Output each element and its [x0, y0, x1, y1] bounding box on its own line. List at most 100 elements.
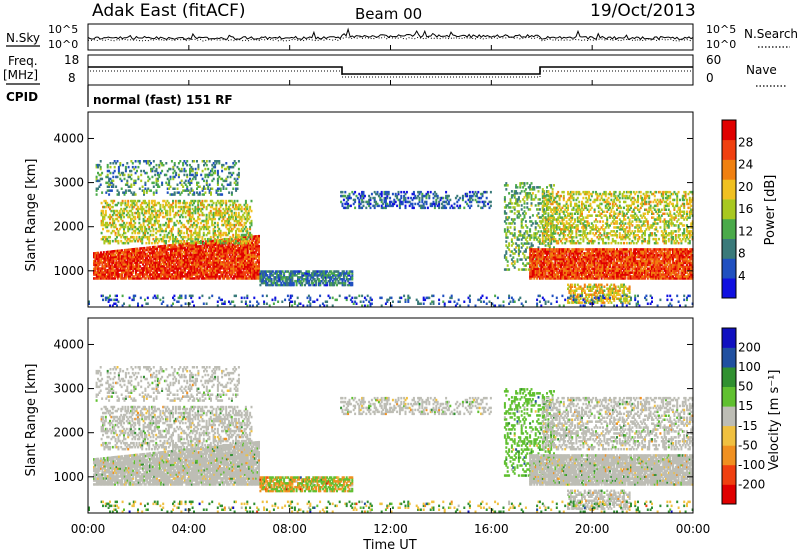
- power-cell: [127, 165, 130, 169]
- power-cell: [209, 275, 212, 278]
- power-cell: [526, 202, 529, 205]
- power-cell: [428, 194, 431, 198]
- power-cell: [153, 265, 156, 268]
- power-cell: [137, 267, 140, 270]
- power-cell: [214, 257, 217, 260]
- power-cell: [111, 261, 114, 265]
- power-cell: [161, 169, 164, 173]
- power-cell: [125, 265, 128, 268]
- power-cell: [139, 277, 142, 280]
- power-cell: [154, 257, 157, 260]
- power-cell: [128, 248, 130, 251]
- power-cell: [202, 256, 205, 260]
- power-cell: [186, 250, 189, 253]
- power-cell: [181, 257, 184, 260]
- power-cell: [186, 257, 189, 261]
- power-cell: [214, 237, 216, 241]
- power-cell: [213, 261, 216, 264]
- power-cell: [225, 199, 228, 203]
- power-cell: [106, 163, 109, 167]
- power-cell: [133, 249, 136, 253]
- power-cell: [121, 251, 123, 254]
- power-cell: [165, 262, 168, 266]
- power-cell: [111, 252, 114, 255]
- power-cell: [513, 260, 516, 263]
- power-cell: [140, 261, 143, 264]
- power-cell: [216, 257, 219, 260]
- power-cell: [202, 231, 205, 235]
- power-cell: [157, 265, 160, 268]
- power-cell: [153, 245, 156, 249]
- power-cell: [228, 191, 231, 194]
- power-cell: [185, 244, 188, 247]
- power-cell: [134, 165, 137, 169]
- power-cell: [533, 186, 536, 189]
- power-cell: [205, 213, 208, 217]
- power-cell: [95, 263, 98, 266]
- power-cell: [207, 261, 210, 264]
- power-cell: [129, 275, 132, 278]
- power-cell: [121, 265, 123, 268]
- power-cell: [217, 275, 220, 278]
- power-cell: [176, 261, 179, 264]
- power-cell: [503, 228, 506, 231]
- power-cell: [200, 269, 203, 272]
- power-cell: [199, 249, 202, 252]
- power-cell: [523, 254, 526, 257]
- power-cell: [129, 277, 132, 280]
- power-cell: [97, 267, 100, 270]
- power-cell: [154, 265, 157, 268]
- power-cell: [161, 271, 164, 274]
- power-cell: [185, 248, 188, 252]
- power-cell: [109, 162, 112, 165]
- power-cell: [190, 263, 193, 266]
- power-cell: [150, 189, 152, 192]
- power-cell: [100, 255, 102, 258]
- power-cell: [100, 259, 102, 262]
- power-cell: [142, 267, 144, 270]
- power-cell: [195, 277, 198, 280]
- power-cell: [151, 261, 154, 265]
- power-cell: [204, 237, 207, 241]
- power-cell: [167, 271, 170, 274]
- power-cell: [426, 206, 429, 210]
- power-cell: [188, 259, 191, 263]
- power-cell: [217, 265, 220, 268]
- power-cell: [158, 255, 161, 258]
- power-cell: [524, 188, 527, 191]
- power-cell: [168, 244, 171, 247]
- power-cell: [204, 275, 207, 278]
- power-cell: [176, 257, 179, 260]
- power-cell: [135, 235, 138, 239]
- power-cell: [107, 265, 109, 268]
- power-cell: [153, 277, 156, 280]
- power-cell: [348, 192, 351, 196]
- power-cell: [106, 173, 109, 177]
- power-cell: [174, 251, 177, 254]
- program-name: normal (fast) 151 RF: [93, 93, 233, 107]
- power-cell: [169, 251, 172, 255]
- power-cell: [165, 269, 168, 272]
- power-cell: [147, 246, 150, 249]
- power-cell: [167, 254, 170, 257]
- power-cell: [221, 250, 224, 254]
- power-cell: [207, 265, 210, 268]
- power-cell: [125, 248, 128, 252]
- power-cell: [126, 252, 129, 256]
- power-cell: [125, 221, 128, 225]
- power-cell: [183, 275, 186, 278]
- power-cell: [150, 261, 153, 265]
- power-cell: [101, 271, 104, 274]
- power-cell: [209, 243, 212, 247]
- power-cell: [179, 259, 182, 262]
- power-cell: [111, 267, 114, 270]
- power-cell: [130, 265, 133, 269]
- nave-trace: [90, 70, 691, 78]
- power-cell: [129, 257, 132, 261]
- power-cell: [105, 252, 108, 256]
- power-cell: [214, 269, 217, 272]
- power-cell: [522, 226, 525, 229]
- power-cell: [206, 269, 209, 272]
- power-cell: [132, 269, 135, 272]
- power-cell: [190, 269, 193, 272]
